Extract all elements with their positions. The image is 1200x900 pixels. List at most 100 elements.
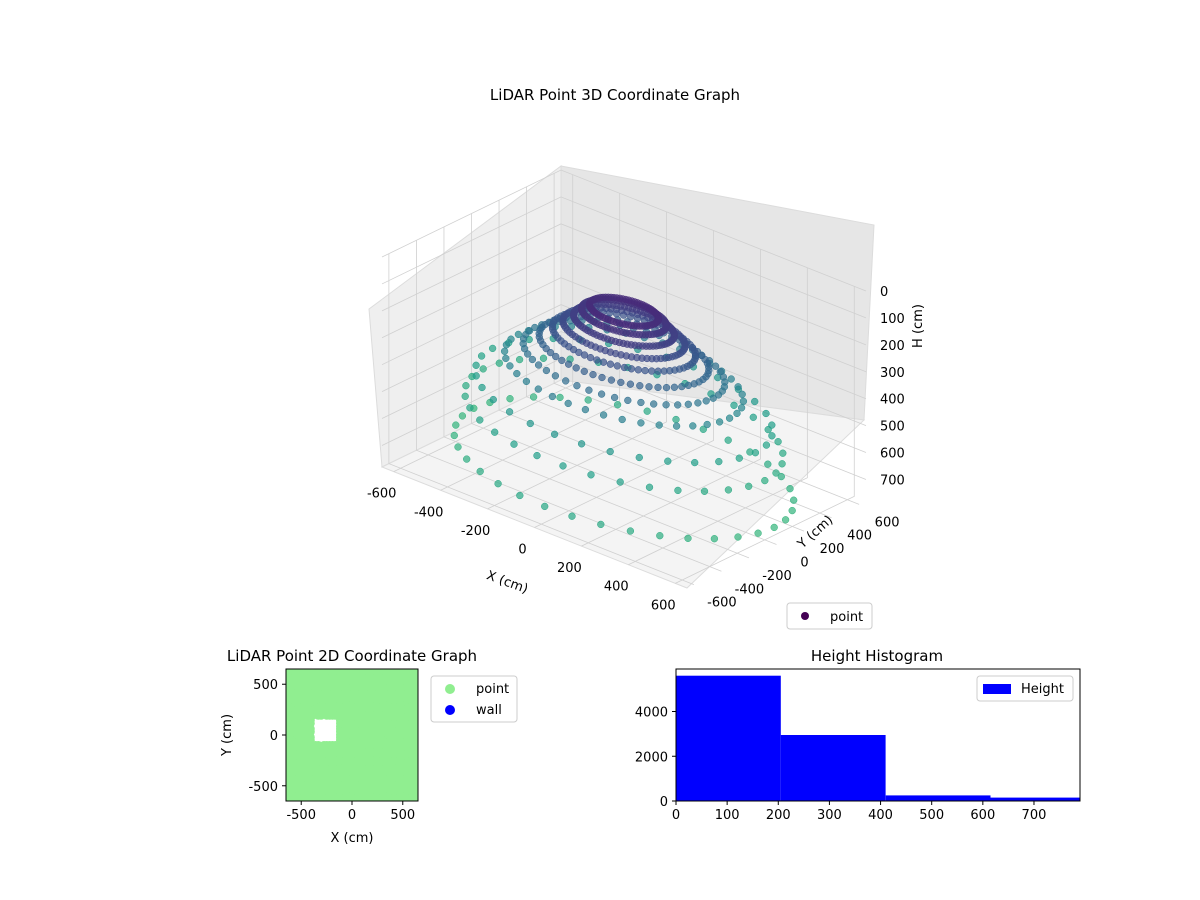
y-tick-label-3d: 400 (847, 529, 872, 544)
point-3d (452, 421, 460, 429)
point-3d (529, 393, 538, 401)
point-3d (641, 366, 649, 375)
point-3d (515, 355, 524, 364)
point-3d (591, 343, 600, 351)
point-3d (494, 480, 502, 488)
legend-3d-box (786, 602, 873, 630)
point-3d (559, 462, 567, 470)
point-3d (725, 414, 734, 422)
point-3d (727, 375, 735, 383)
point-3d (573, 382, 581, 390)
point-3d (670, 383, 679, 391)
grid-line-z (381, 250, 867, 373)
point-3d (524, 350, 532, 358)
grid-line-z (381, 304, 867, 426)
point-3d (577, 440, 586, 448)
legend-histogram-box (976, 675, 1074, 702)
point-3d (790, 496, 798, 504)
point-3d (656, 532, 664, 540)
point-3d (662, 383, 671, 392)
x-tick-label-histogram: 500 (919, 808, 944, 823)
grid-line-x (487, 211, 667, 510)
point-3d (635, 453, 643, 462)
point-3d (462, 382, 470, 390)
point-3d (694, 399, 702, 407)
point-3d (552, 352, 560, 361)
point-3d (600, 323, 608, 331)
z-tick-label-3d: 700 (880, 474, 905, 489)
grid-line-z (381, 169, 867, 292)
point-3d (454, 443, 462, 451)
point-3d (506, 395, 514, 403)
x-tick-label-histogram: 600 (970, 808, 995, 823)
point-3d (572, 364, 580, 372)
point-3d (516, 491, 524, 500)
grid-line-x (675, 286, 855, 584)
point-3d (762, 441, 771, 449)
chart-2d-title: LiDAR Point 2D Coordinate Graph (227, 647, 477, 665)
point-3d (654, 367, 662, 375)
point-3d (466, 404, 474, 412)
histogram-ticks: 0 100 200 300 400 500 600 700 0 2000 4000 (635, 706, 1046, 823)
histogram-bar (885, 795, 991, 801)
point-3d (764, 460, 772, 468)
point-3d (533, 451, 541, 460)
grid-line-z (381, 277, 867, 400)
point-3d (476, 467, 484, 476)
pane-back (560, 165, 875, 421)
z-axis-label-3d: H (cm) (911, 304, 926, 348)
point-3d (788, 506, 796, 515)
point-3d (648, 367, 656, 375)
grid-line-y (443, 226, 750, 559)
z-tick-label-3d: 400 (880, 393, 905, 408)
chart-3d-title: LiDAR Point 3D Coordinate Graph (490, 86, 740, 104)
z-tick-label-3d: 600 (880, 447, 905, 462)
chart-histogram: Height Histogram 0 100 200 300 400 500 600 7000… (635, 647, 1081, 823)
point-3d (749, 413, 757, 421)
x-tick-label-3d: 400 (604, 580, 629, 595)
point-3d (618, 415, 626, 424)
point-3d (586, 353, 595, 362)
y-tick-label-2d: 0 (270, 729, 278, 744)
x-tick-label-histogram: 0 (672, 808, 680, 823)
point-3d (584, 396, 592, 404)
point-3d (506, 362, 514, 370)
point-3d (597, 390, 606, 398)
point-3d (684, 400, 692, 408)
x-tick-label-histogram: 100 (715, 808, 740, 823)
point-3d (461, 392, 469, 400)
point-3d (672, 422, 681, 430)
point-3d (684, 381, 693, 390)
z-tick-label-3d: 100 (880, 312, 905, 327)
point-3d (724, 486, 733, 494)
x-tick-label-histogram: 200 (766, 808, 791, 823)
point-3d (580, 367, 588, 376)
point-3d (607, 376, 616, 384)
point-3d (587, 471, 595, 479)
scatter-2d-points (286, 669, 418, 801)
point-3d (479, 365, 487, 373)
legend-2d: point wall (430, 675, 518, 723)
grid-line-x (393, 174, 574, 473)
point-3d (637, 419, 645, 427)
point-3d (624, 396, 632, 405)
point-3d (737, 404, 746, 412)
grid-line-y (553, 173, 860, 505)
point-3d (472, 361, 480, 369)
grid-line-z (381, 223, 867, 346)
point-3d (488, 344, 497, 353)
x-axis-label-3d: X (cm) (484, 568, 530, 597)
point-3d (734, 383, 742, 391)
z-tick-label-3d: 500 (880, 420, 905, 435)
point-3d (781, 516, 790, 524)
point-3d (546, 348, 555, 357)
point-3d (768, 432, 776, 440)
y-tick-label-2d: 500 (253, 678, 278, 693)
histogram-bars (676, 675, 1080, 801)
point-3d (645, 383, 653, 391)
point-3d (514, 330, 523, 339)
point-3d (616, 478, 624, 486)
point-3d (581, 405, 590, 414)
legend-3d-label: point (830, 610, 863, 625)
